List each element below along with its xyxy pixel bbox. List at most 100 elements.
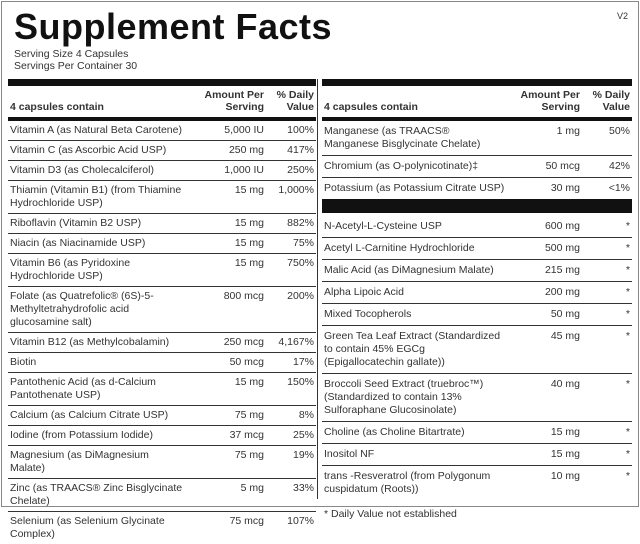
table-row: Zinc (as TRAACS® Zinc Bisglycinate Chela… xyxy=(8,479,316,512)
header-dv: % Daily Value xyxy=(582,86,632,119)
nutrient-name: Alpha Lipoic Acid xyxy=(322,282,507,304)
daily-value: * xyxy=(582,422,632,444)
daily-value: 17% xyxy=(266,353,316,373)
nutrient-name: Inositol NF xyxy=(322,444,507,466)
nutrient-name: Vitamin D3 (as Cholecalciferol) xyxy=(8,161,186,181)
table-row: Choline (as Choline Bitartrate)15 mg* xyxy=(322,422,632,444)
table-row: Vitamin B6 (as Pyridoxine Hydrochloride … xyxy=(8,254,316,287)
daily-value: 882% xyxy=(266,214,316,234)
daily-value: 107% xyxy=(266,512,316,544)
section-bar xyxy=(322,199,632,213)
daily-value: 50% xyxy=(582,119,632,156)
amount: 75 mg xyxy=(186,406,266,426)
top-bar xyxy=(8,79,316,86)
title: Supplement Facts xyxy=(14,6,332,48)
amount: 250 mcg xyxy=(186,333,266,353)
header-name: 4 capsules contain xyxy=(8,86,186,119)
amount: 40 mg xyxy=(507,374,582,422)
daily-value: 25% xyxy=(266,426,316,446)
amount: 600 mg xyxy=(507,216,582,238)
table-row: Pantothenic Acid (as d-Calcium Pantothen… xyxy=(8,373,316,406)
daily-value: 4,167% xyxy=(266,333,316,353)
nutrient-name: Selenium (as Selenium Glycinate Complex) xyxy=(8,512,186,544)
daily-value: 250% xyxy=(266,161,316,181)
daily-value: 75% xyxy=(266,234,316,254)
table-row: Potassium (as Potassium Citrate USP)30 m… xyxy=(322,178,632,200)
daily-value: * xyxy=(582,238,632,260)
daily-value: 33% xyxy=(266,479,316,512)
top-bar xyxy=(322,79,632,86)
amount: 15 mg xyxy=(507,444,582,466)
table-row: trans -Resveratrol (from Polygonum cuspi… xyxy=(322,466,632,501)
amount: 15 mg xyxy=(186,373,266,406)
version: V2 xyxy=(617,11,628,21)
amount: 1 mg xyxy=(507,119,582,156)
daily-value: * xyxy=(582,466,632,501)
amount: 45 mg xyxy=(507,326,582,374)
daily-value: * xyxy=(582,304,632,326)
nutrient-name: Chromium (as O-polynicotinate)‡ xyxy=(322,156,507,178)
amount: 50 mcg xyxy=(186,353,266,373)
nutrient-name: Manganese (as TRAACS® Manganese Bisglyci… xyxy=(322,119,507,156)
nutrient-name: Potassium (as Potassium Citrate USP) xyxy=(322,178,507,200)
right-column: 4 capsules contain Amount Per Serving % … xyxy=(322,79,632,528)
nutrient-name: Niacin (as Niacinamide USP) xyxy=(8,234,186,254)
amount: 10 mg xyxy=(507,466,582,501)
daily-value: 100% xyxy=(266,119,316,141)
amount: 500 mg xyxy=(507,238,582,260)
serving-info: Serving Size 4 Capsules Servings Per Con… xyxy=(14,48,137,72)
nutrient-name: Vitamin C (as Ascorbic Acid USP) xyxy=(8,141,186,161)
nutrient-name: Riboflavin (Vitamin B2 USP) xyxy=(8,214,186,234)
amount: 200 mg xyxy=(507,282,582,304)
nutrient-name: Iodine (from Potassium Iodide) xyxy=(8,426,186,446)
amount: 250 mg xyxy=(186,141,266,161)
daily-value: 1,000% xyxy=(266,181,316,214)
nutrient-name: Choline (as Choline Bitartrate) xyxy=(322,422,507,444)
left-column: 4 capsules contain Amount Per Serving % … xyxy=(8,79,316,544)
daily-value: 42% xyxy=(582,156,632,178)
nutrient-name: Pantothenic Acid (as d-Calcium Pantothen… xyxy=(8,373,186,406)
header-name: 4 capsules contain xyxy=(322,86,507,119)
amount: 75 mcg xyxy=(186,512,266,544)
nutrient-name: Zinc (as TRAACS® Zinc Bisglycinate Chela… xyxy=(8,479,186,512)
header-amount: Amount Per Serving xyxy=(507,86,582,119)
nutrient-name: Thiamin (Vitamin B1) (from Thiamine Hydr… xyxy=(8,181,186,214)
daily-value: * xyxy=(582,326,632,374)
nutrient-name: Green Tea Leaf Extract (Standardized to … xyxy=(322,326,507,374)
amount: 30 mg xyxy=(507,178,582,200)
nutrient-name: Vitamin B12 (as Methylcobalamin) xyxy=(8,333,186,353)
amount: 15 mg xyxy=(186,214,266,234)
nutrient-name: Magnesium (as DiMagnesium Malate) xyxy=(8,446,186,479)
nutrient-name: Mixed Tocopherols xyxy=(322,304,507,326)
amount: 5 mg xyxy=(186,479,266,512)
daily-value: <1% xyxy=(582,178,632,200)
amount: 15 mg xyxy=(186,234,266,254)
amount: 37 mcg xyxy=(186,426,266,446)
amount: 215 mg xyxy=(507,260,582,282)
amount: 50 mg xyxy=(507,304,582,326)
daily-value: * xyxy=(582,374,632,422)
nutrient-name: Vitamin A (as Natural Beta Carotene) xyxy=(8,119,186,141)
table-row: Folate (as Quatrefolic® (6S)-5-Methyltet… xyxy=(8,287,316,333)
table-row: Thiamin (Vitamin B1) (from Thiamine Hydr… xyxy=(8,181,316,214)
nutrient-name: Biotin xyxy=(8,353,186,373)
daily-value: 150% xyxy=(266,373,316,406)
nutrient-name: trans -Resveratrol (from Polygonum cuspi… xyxy=(322,466,507,501)
table-row: Green Tea Leaf Extract (Standardized to … xyxy=(322,326,632,374)
servings-per-container: Servings Per Container 30 xyxy=(14,60,137,72)
table-row: Vitamin A (as Natural Beta Carotene)5,00… xyxy=(8,119,316,141)
left-table: 4 capsules contain Amount Per Serving % … xyxy=(8,86,316,544)
footnote: * Daily Value not established xyxy=(322,500,632,528)
right-table: 4 capsules contain Amount Per Serving % … xyxy=(322,86,632,199)
table-row: Selenium (as Selenium Glycinate Complex)… xyxy=(8,512,316,544)
